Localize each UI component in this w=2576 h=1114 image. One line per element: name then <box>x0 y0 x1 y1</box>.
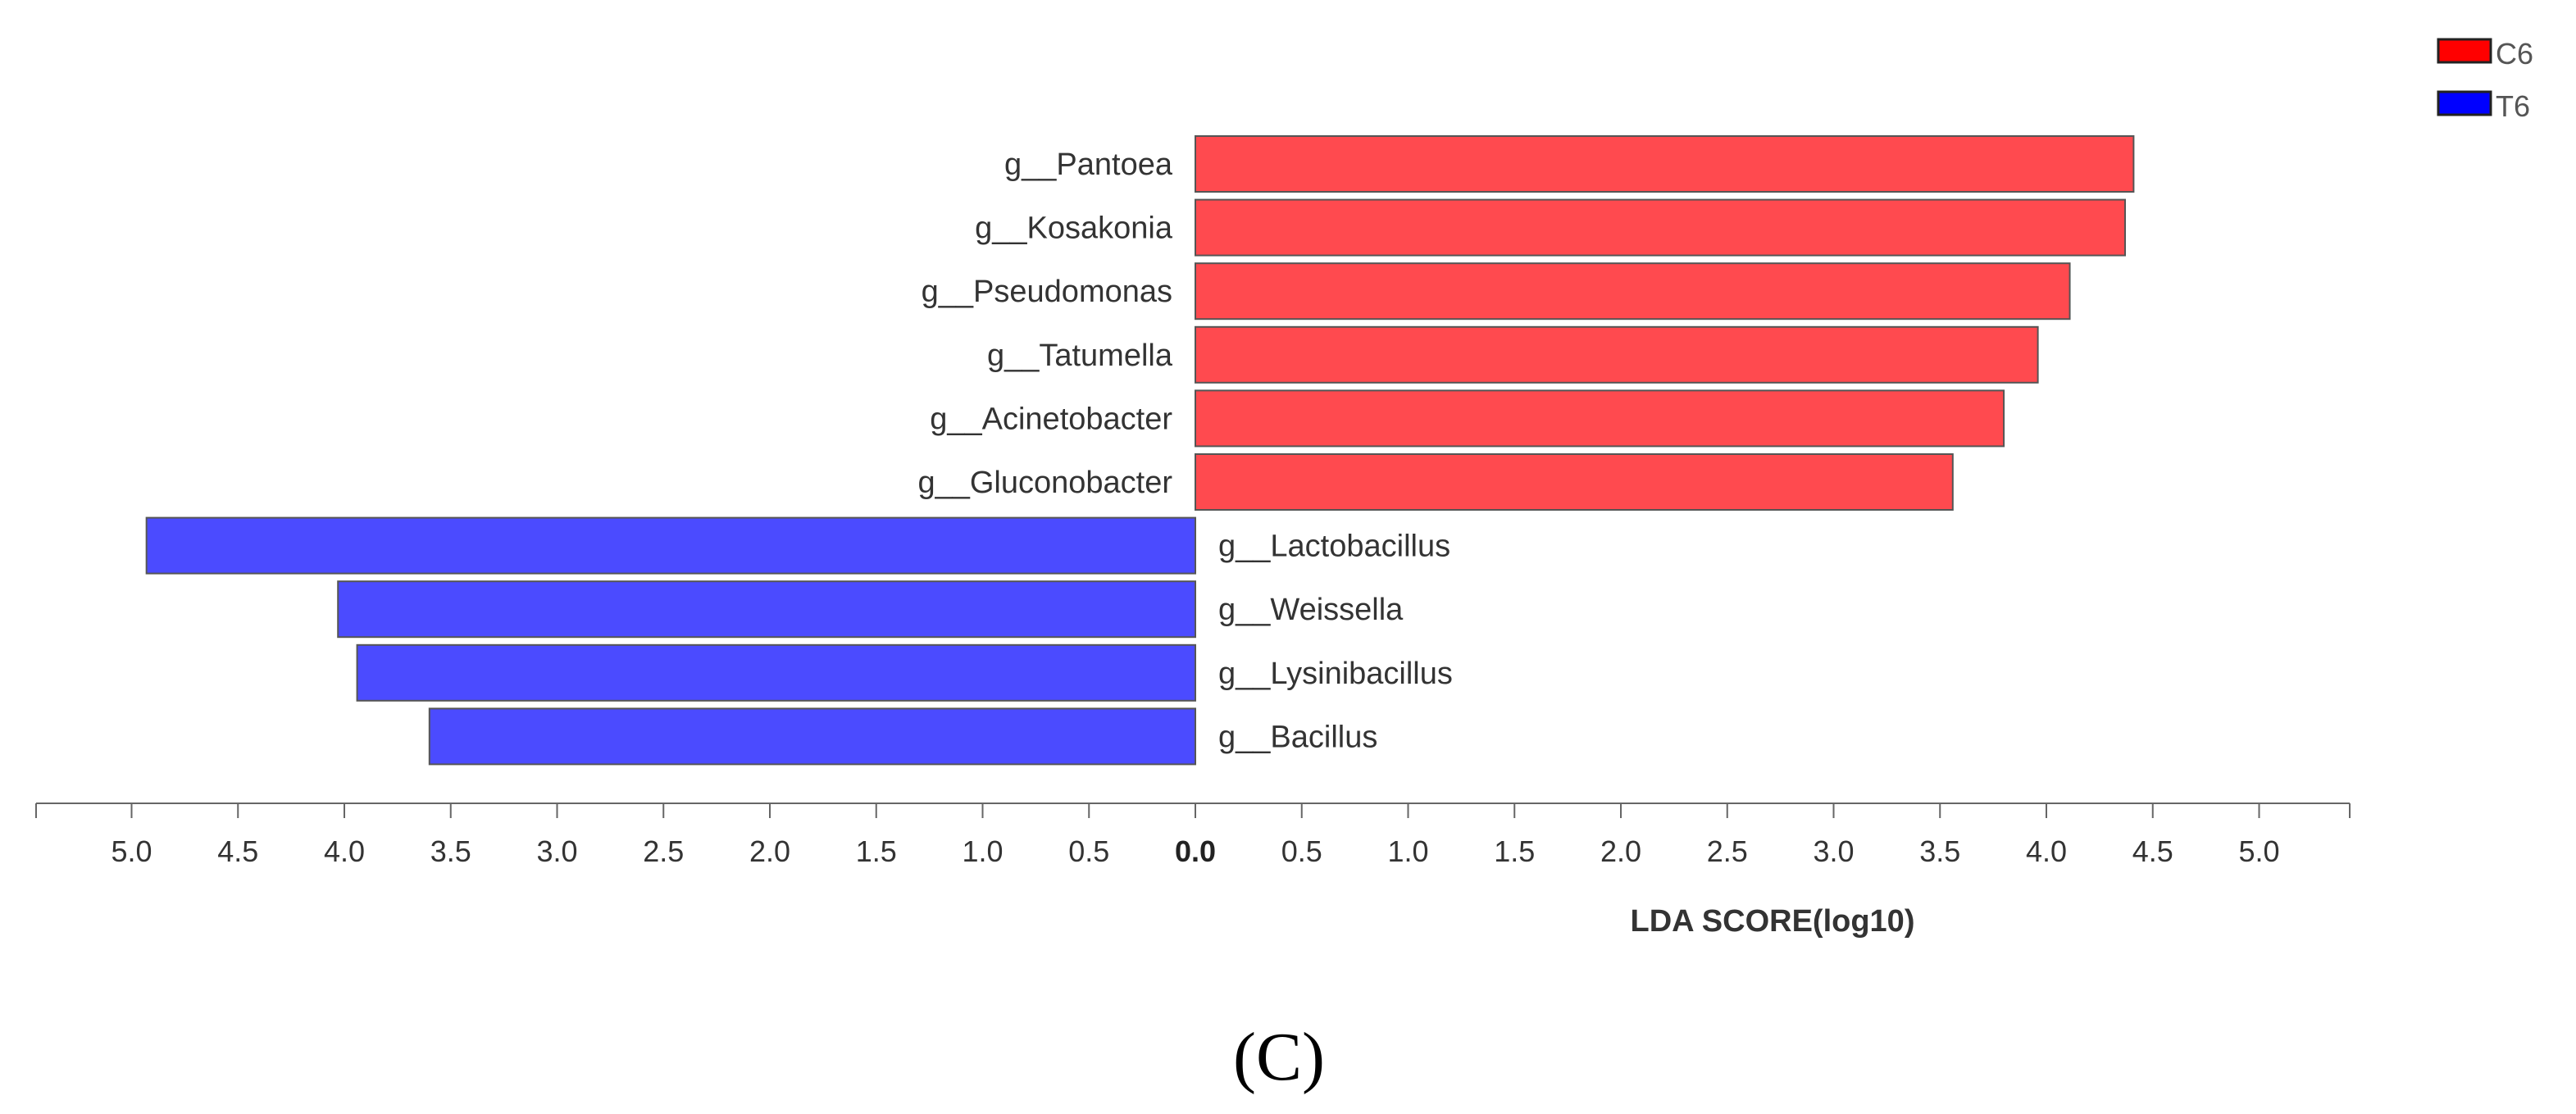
x-tick-label: 3.5 <box>430 834 471 868</box>
bar-g-pantoea <box>1195 135 2135 193</box>
bar-label: g__Pantoea <box>1004 148 1173 182</box>
x-tick-label: 1.0 <box>1387 834 1428 868</box>
x-tick-label: 4.0 <box>324 834 365 868</box>
bar-g-gluconobacter <box>1195 453 1954 511</box>
legend-swatch-c6 <box>2437 38 2492 64</box>
x-tick-label: 3.0 <box>1813 834 1854 868</box>
bar-g-lactobacillus <box>145 516 1196 575</box>
panel-label: (C) <box>1233 1019 1325 1095</box>
x-tick-label: 1.5 <box>856 834 897 868</box>
bar-g-tatumella <box>1195 325 2039 384</box>
x-tick-label: 2.0 <box>749 834 790 868</box>
x-tick-label: 1.0 <box>962 834 1003 868</box>
legend: C6 T6 <box>2437 37 2533 123</box>
x-tick-label: 1.5 <box>1494 834 1535 868</box>
legend-label-c6: C6 <box>2496 37 2533 70</box>
bar-label: g__Acinetobacter <box>930 402 1172 436</box>
bar-label: g__Kosakonia <box>975 211 1173 246</box>
bar-label: g__Weissella <box>1218 593 1404 627</box>
x-tick-label: 5.0 <box>111 834 152 868</box>
x-tick-label: 3.5 <box>1919 834 1960 868</box>
bars-group <box>145 135 2135 766</box>
bar-g-kosakonia <box>1195 198 2127 257</box>
bar-label: g__Lactobacillus <box>1218 530 1450 564</box>
x-axis-title: LDA SCORE(log10) <box>1631 904 1915 939</box>
legend-swatch-t6 <box>2437 90 2492 116</box>
x-tick-label: 2.0 <box>1600 834 1641 868</box>
x-tick-label: 4.5 <box>217 834 258 868</box>
bar-g-lysinibacillus <box>356 643 1196 702</box>
x-tick-label: 0.5 <box>1068 834 1109 868</box>
bar-labels-group: g__Pantoea g__Kosakonia g__Pseudomonas g__T… <box>917 148 1452 754</box>
bar-label: g__Pseudomonas <box>922 275 1172 309</box>
x-tick-label: 0.0 <box>1175 834 1216 868</box>
x-tick-label: 4.5 <box>2132 834 2173 868</box>
bar-label: g__Bacillus <box>1218 720 1377 754</box>
legend-label-t6: T6 <box>2496 89 2530 123</box>
x-tick-label: 2.5 <box>643 834 684 868</box>
bar-g-bacillus <box>428 707 1196 766</box>
x-tick-label: 5.0 <box>2238 834 2279 868</box>
bar-g-acinetobacter <box>1195 389 2005 448</box>
x-tick-label: 0.5 <box>1281 834 1322 868</box>
bar-g-pseudomonas <box>1195 262 2071 321</box>
x-axis: 5.0 4.5 4.0 3.5 3.0 2.5 2.0 1.5 1.0 0.5 0.0 0.5 1.0 1… <box>35 803 2351 868</box>
x-tick-label: 4.0 <box>2026 834 2067 868</box>
bar-label: g__Gluconobacter <box>917 466 1172 500</box>
bar-label: g__Lysinibacillus <box>1218 657 1453 691</box>
bar-label: g__Tatumella <box>987 339 1173 373</box>
x-tick-label: 2.5 <box>1707 834 1748 868</box>
x-tick-label: 3.0 <box>536 834 577 868</box>
bar-g-weissella <box>337 580 1197 639</box>
